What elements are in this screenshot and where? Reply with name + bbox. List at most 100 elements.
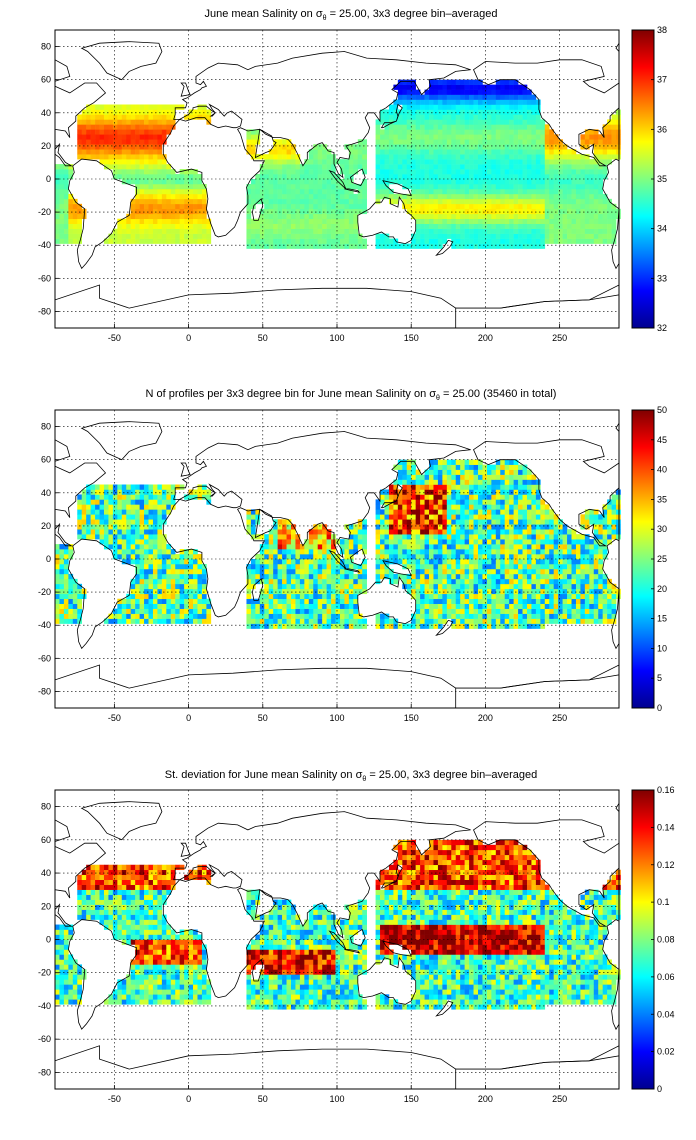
heatmap-cell [437, 598, 443, 604]
heatmap-cell [63, 233, 69, 239]
heatmap-cell [411, 208, 416, 215]
heatmap-cell [482, 573, 488, 580]
heatmap-cell [553, 149, 559, 155]
heatmap-cell [166, 109, 172, 115]
heatmap-cell [437, 554, 443, 560]
heatmap-cell [130, 144, 136, 150]
heatmap-cell [273, 608, 278, 614]
heatmap-cell [299, 164, 305, 170]
heatmap-cell [313, 554, 318, 560]
heatmap-cell [384, 529, 390, 535]
heatmap-cell [522, 198, 528, 205]
heatmap-cell [86, 129, 91, 135]
heatmap-cell [380, 193, 385, 200]
heatmap-cell [531, 129, 537, 135]
heatmap-cell [344, 208, 350, 215]
heatmap-cell [406, 99, 412, 105]
heatmap-cell [250, 623, 256, 629]
heatmap-cell [290, 563, 296, 570]
heatmap-cell [580, 208, 586, 215]
heatmap-cell [362, 203, 367, 210]
heatmap-cell [442, 119, 448, 125]
heatmap-cell [504, 544, 510, 550]
heatmap-cell [526, 188, 532, 195]
heatmap-cell [77, 524, 83, 530]
heatmap-cell [313, 608, 318, 614]
heatmap-cell [55, 193, 60, 200]
heatmap-cell [575, 238, 581, 244]
heatmap-cell [246, 613, 252, 619]
heatmap-cell [135, 514, 140, 520]
heatmap-cell [380, 139, 385, 145]
heatmap-cell [437, 223, 443, 229]
heatmap-cell [322, 179, 327, 185]
heatmap-cell [117, 139, 123, 145]
heatmap-cell [357, 524, 363, 530]
heatmap-cell [161, 203, 167, 210]
heatmap-cell [415, 233, 421, 239]
heatmap-cell [420, 114, 425, 120]
heatmap-cell [482, 99, 488, 105]
heatmap-cell [433, 114, 439, 120]
heatmap-cell [504, 563, 510, 570]
heatmap-cell [348, 618, 354, 624]
heatmap-cell [478, 179, 483, 185]
heatmap-cell [322, 164, 327, 170]
heatmap-cell [268, 623, 274, 629]
heatmap-cell [473, 243, 479, 249]
heatmap-cell [282, 164, 287, 170]
heatmap-cell [375, 154, 381, 160]
heatmap-cell [170, 114, 176, 120]
heatmap-cell [152, 583, 158, 590]
heatmap-cell [478, 198, 483, 205]
heatmap-cell [482, 104, 488, 110]
heatmap-cell [495, 179, 501, 185]
heatmap-cell [455, 174, 461, 180]
heatmap-cell [308, 164, 314, 170]
heatmap-cell [526, 89, 532, 95]
heatmap-cell [420, 233, 425, 239]
heatmap-cell [246, 238, 252, 244]
heatmap-cell [473, 159, 479, 165]
heatmap-cell [184, 218, 189, 224]
heatmap-cell [451, 144, 457, 150]
heatmap-cell [495, 193, 501, 200]
heatmap-cell [411, 613, 416, 619]
heatmap-cell [460, 114, 465, 120]
heatmap-cell [451, 623, 457, 629]
heatmap-cell [144, 169, 149, 175]
heatmap-cell [509, 563, 514, 570]
heatmap-cell [446, 154, 452, 160]
heatmap-cell [130, 129, 136, 135]
heatmap-cell [473, 534, 479, 540]
heatmap-cell [157, 149, 163, 155]
heatmap-cell [304, 549, 310, 555]
heatmap-cell [486, 524, 492, 530]
heatmap-cell [95, 504, 100, 510]
heatmap-cell [415, 179, 421, 185]
heatmap-cell [161, 218, 167, 224]
heatmap-cell [95, 484, 100, 490]
heatmap-cell [277, 603, 283, 609]
heatmap-cell [130, 484, 136, 490]
heatmap-cell [549, 179, 554, 185]
heatmap-cell [455, 169, 461, 175]
heatmap-cell [326, 588, 332, 595]
heatmap-cell [175, 213, 180, 220]
heatmap-cell [290, 203, 296, 210]
heatmap-cell [335, 188, 341, 195]
heatmap-cell [179, 223, 185, 229]
heatmap-cell [593, 129, 599, 135]
heatmap-cell [455, 504, 461, 510]
heatmap-cell [406, 494, 412, 500]
heatmap-cell [549, 203, 554, 210]
heatmap-cell [473, 104, 479, 110]
heatmap-cell [152, 519, 158, 525]
heatmap-cell [304, 223, 310, 229]
heatmap-cell [460, 608, 465, 614]
heatmap-cell [473, 139, 479, 145]
heatmap-cell [482, 213, 488, 220]
heatmap-cell [148, 519, 154, 525]
heatmap-cell [513, 104, 519, 110]
heatmap-cell [420, 504, 425, 510]
